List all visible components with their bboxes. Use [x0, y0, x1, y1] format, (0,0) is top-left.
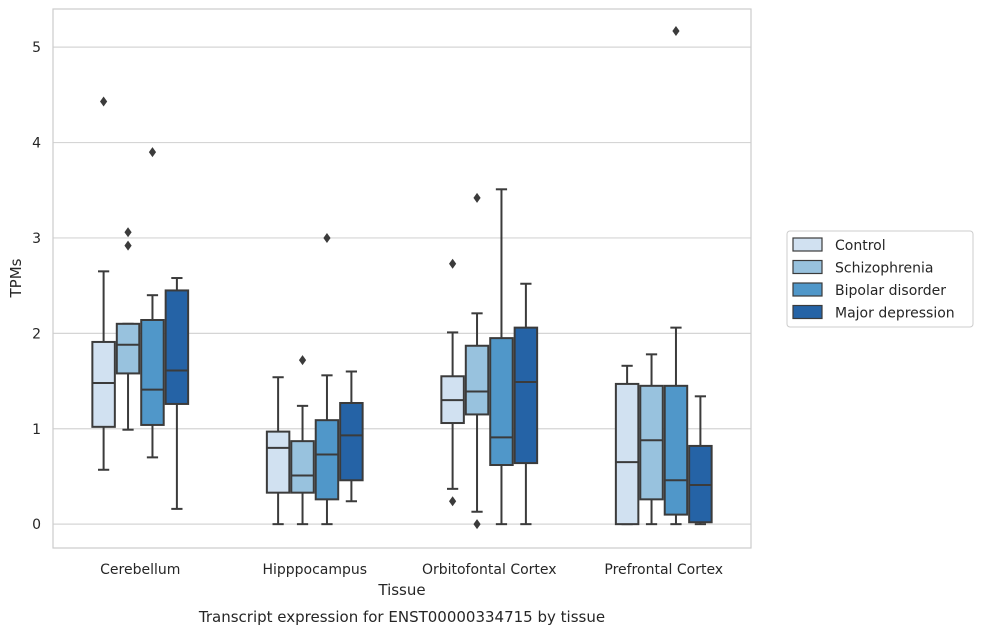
x-tick-label: Hipppocampus: [262, 562, 367, 578]
legend-label: Bipolar disorder: [835, 283, 946, 299]
box-4-2: [339, 370, 364, 503]
x-tick-label: Cerebellum: [100, 562, 180, 578]
outlier-point: [124, 227, 132, 238]
box-iqr: [115, 322, 141, 375]
box-4-4: [688, 395, 713, 526]
legend-label: Control: [835, 238, 886, 254]
box-1-3: [440, 258, 465, 507]
outlier-point: [473, 192, 481, 203]
legend-frame: [786, 230, 974, 328]
box-iqr: [91, 340, 116, 428]
box-2-1: [115, 227, 141, 431]
chart-caption: Transcript expression for ENST0000033471…: [198, 608, 605, 626]
box-2-2: [290, 355, 315, 526]
box-iqr: [464, 344, 490, 416]
y-tick-label: 0: [32, 517, 41, 533]
legend-swatch: [792, 237, 823, 252]
outlier-point: [124, 240, 132, 251]
box-1-1: [91, 96, 116, 471]
y-axis-label: TPMs: [7, 258, 25, 298]
box-iqr: [314, 419, 340, 501]
y-tick-label: 1: [32, 422, 41, 438]
outlier-point: [323, 232, 331, 243]
outlier-point: [298, 355, 307, 366]
box-iqr: [513, 326, 539, 465]
outlier-point: [449, 496, 457, 507]
box-iqr: [489, 337, 514, 467]
outlier-point: [473, 519, 481, 530]
plot-frame: [52, 8, 752, 549]
x-tick-labels: Cerebellum Hipppocampus Orbitofontal Corte…: [100, 562, 723, 578]
box-3-4: [663, 25, 689, 526]
box-iqr: [140, 318, 165, 426]
x-tick-label: Orbitofontal Cortex: [422, 562, 557, 578]
box-3-2: [314, 232, 340, 526]
legend-swatch: [792, 282, 823, 297]
box-3-1: [140, 147, 165, 459]
outlier-point: [449, 258, 457, 269]
box-4-3: [513, 282, 539, 526]
legend: Control Schizophrenia Bipolar disorder Majo…: [786, 230, 974, 328]
x-axis-label: Tissue: [377, 581, 425, 599]
outlier-point: [148, 147, 157, 158]
outlier-point: [672, 25, 680, 36]
box-iqr: [265, 430, 291, 494]
y-tick-label: 4: [32, 136, 41, 152]
box-iqr: [290, 440, 315, 494]
box-iqr: [614, 382, 640, 526]
y-tick-label: 2: [32, 326, 41, 342]
box-groups: [91, 25, 713, 530]
box-2-3: [464, 192, 490, 530]
box-iqr: [663, 384, 689, 516]
legend-label: Schizophrenia: [835, 261, 933, 277]
box-iqr: [339, 401, 364, 482]
y-tick-label: 5: [32, 40, 41, 56]
box-2-4: [639, 353, 664, 526]
box-1-4: [614, 364, 640, 526]
box-1-2: [265, 376, 291, 526]
y-tick-labels: 0 1 2 3 4 5: [32, 40, 41, 533]
box-4-1: [164, 277, 190, 510]
y-tick-label: 3: [32, 231, 41, 247]
box-iqr: [639, 384, 664, 501]
box-3-3: [489, 188, 514, 526]
outlier-point: [100, 96, 108, 107]
x-tick-label: Prefrontal Cortex: [604, 562, 723, 578]
legend-label: Major depression: [835, 306, 955, 322]
legend-swatch: [792, 304, 823, 320]
legend-swatch: [792, 259, 823, 275]
box-iqr: [164, 289, 190, 405]
